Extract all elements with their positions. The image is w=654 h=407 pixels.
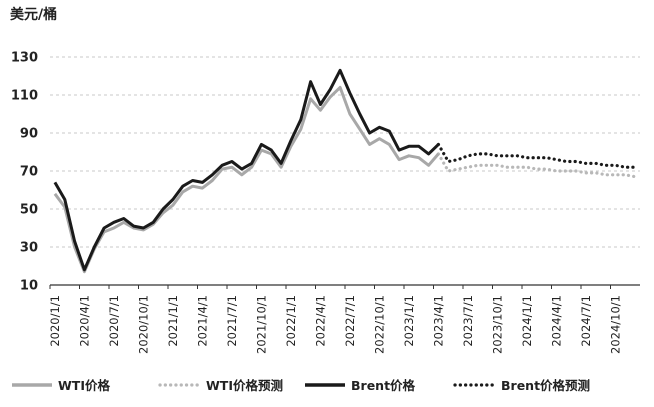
x-tick-label: 2021/7/1 bbox=[225, 295, 239, 347]
x-tick-label: 2020/1/1 bbox=[48, 295, 62, 347]
y-tick-label: 30 bbox=[20, 241, 38, 256]
y-tick-label: 90 bbox=[20, 127, 38, 142]
y-axis-ticks: 10 30 50 70 90 110 130 bbox=[11, 51, 38, 294]
x-tick-label: 2023/4/1 bbox=[431, 295, 445, 347]
x-axis-ticks: 2020/1/1 2020/4/1 2020/7/1 2020/10/1 2021/1/… bbox=[48, 285, 622, 354]
series-line-3 bbox=[436, 142, 637, 169]
y-tick-label: 70 bbox=[20, 165, 38, 180]
x-tick-label: 2022/4/1 bbox=[313, 295, 327, 347]
legend-label-0: WTI价格 bbox=[58, 378, 110, 393]
y-tick-label: 130 bbox=[11, 51, 38, 66]
x-tick-label: 2021/1/1 bbox=[166, 295, 180, 347]
series-lines bbox=[53, 68, 637, 274]
y-tick-label: 10 bbox=[20, 279, 38, 294]
x-tick-label: 2023/1/1 bbox=[402, 295, 416, 347]
series-line-2 bbox=[53, 68, 440, 272]
y-axis-unit-label: 美元/桶 bbox=[10, 6, 57, 23]
x-tick-label: 2022/10/1 bbox=[372, 295, 386, 354]
x-tick-label: 2023/7/1 bbox=[461, 295, 475, 347]
x-tick-label: 2024/1/1 bbox=[520, 295, 534, 347]
x-tick-label: 2024/4/1 bbox=[549, 295, 563, 347]
legend: WTI价格 WTI价格预测 Brent价格 Brent价格预测 bbox=[12, 378, 590, 393]
x-tick-label: 2021/4/1 bbox=[195, 295, 209, 347]
legend-label-1: WTI价格预测 bbox=[206, 378, 283, 393]
x-tick-label: 2020/4/1 bbox=[77, 295, 91, 347]
y-tick-label: 50 bbox=[20, 203, 38, 218]
x-tick-label: 2024/7/1 bbox=[579, 295, 593, 347]
legend-label-2: Brent价格 bbox=[351, 378, 416, 393]
legend-label-3: Brent价格预测 bbox=[501, 378, 590, 393]
x-tick-label: 2022/7/1 bbox=[343, 295, 357, 347]
x-tick-label: 2024/10/1 bbox=[608, 295, 622, 354]
series-line-1 bbox=[436, 152, 637, 179]
series-line-0 bbox=[53, 85, 440, 274]
y-tick-label: 110 bbox=[11, 89, 38, 104]
x-tick-label: 2020/10/1 bbox=[136, 295, 150, 354]
gridlines bbox=[50, 56, 640, 248]
x-tick-label: 2021/10/1 bbox=[254, 295, 268, 354]
x-tick-label: 2023/10/1 bbox=[490, 295, 504, 354]
x-tick-label: 2022/1/1 bbox=[284, 295, 298, 347]
x-tick-label: 2020/7/1 bbox=[107, 295, 121, 347]
